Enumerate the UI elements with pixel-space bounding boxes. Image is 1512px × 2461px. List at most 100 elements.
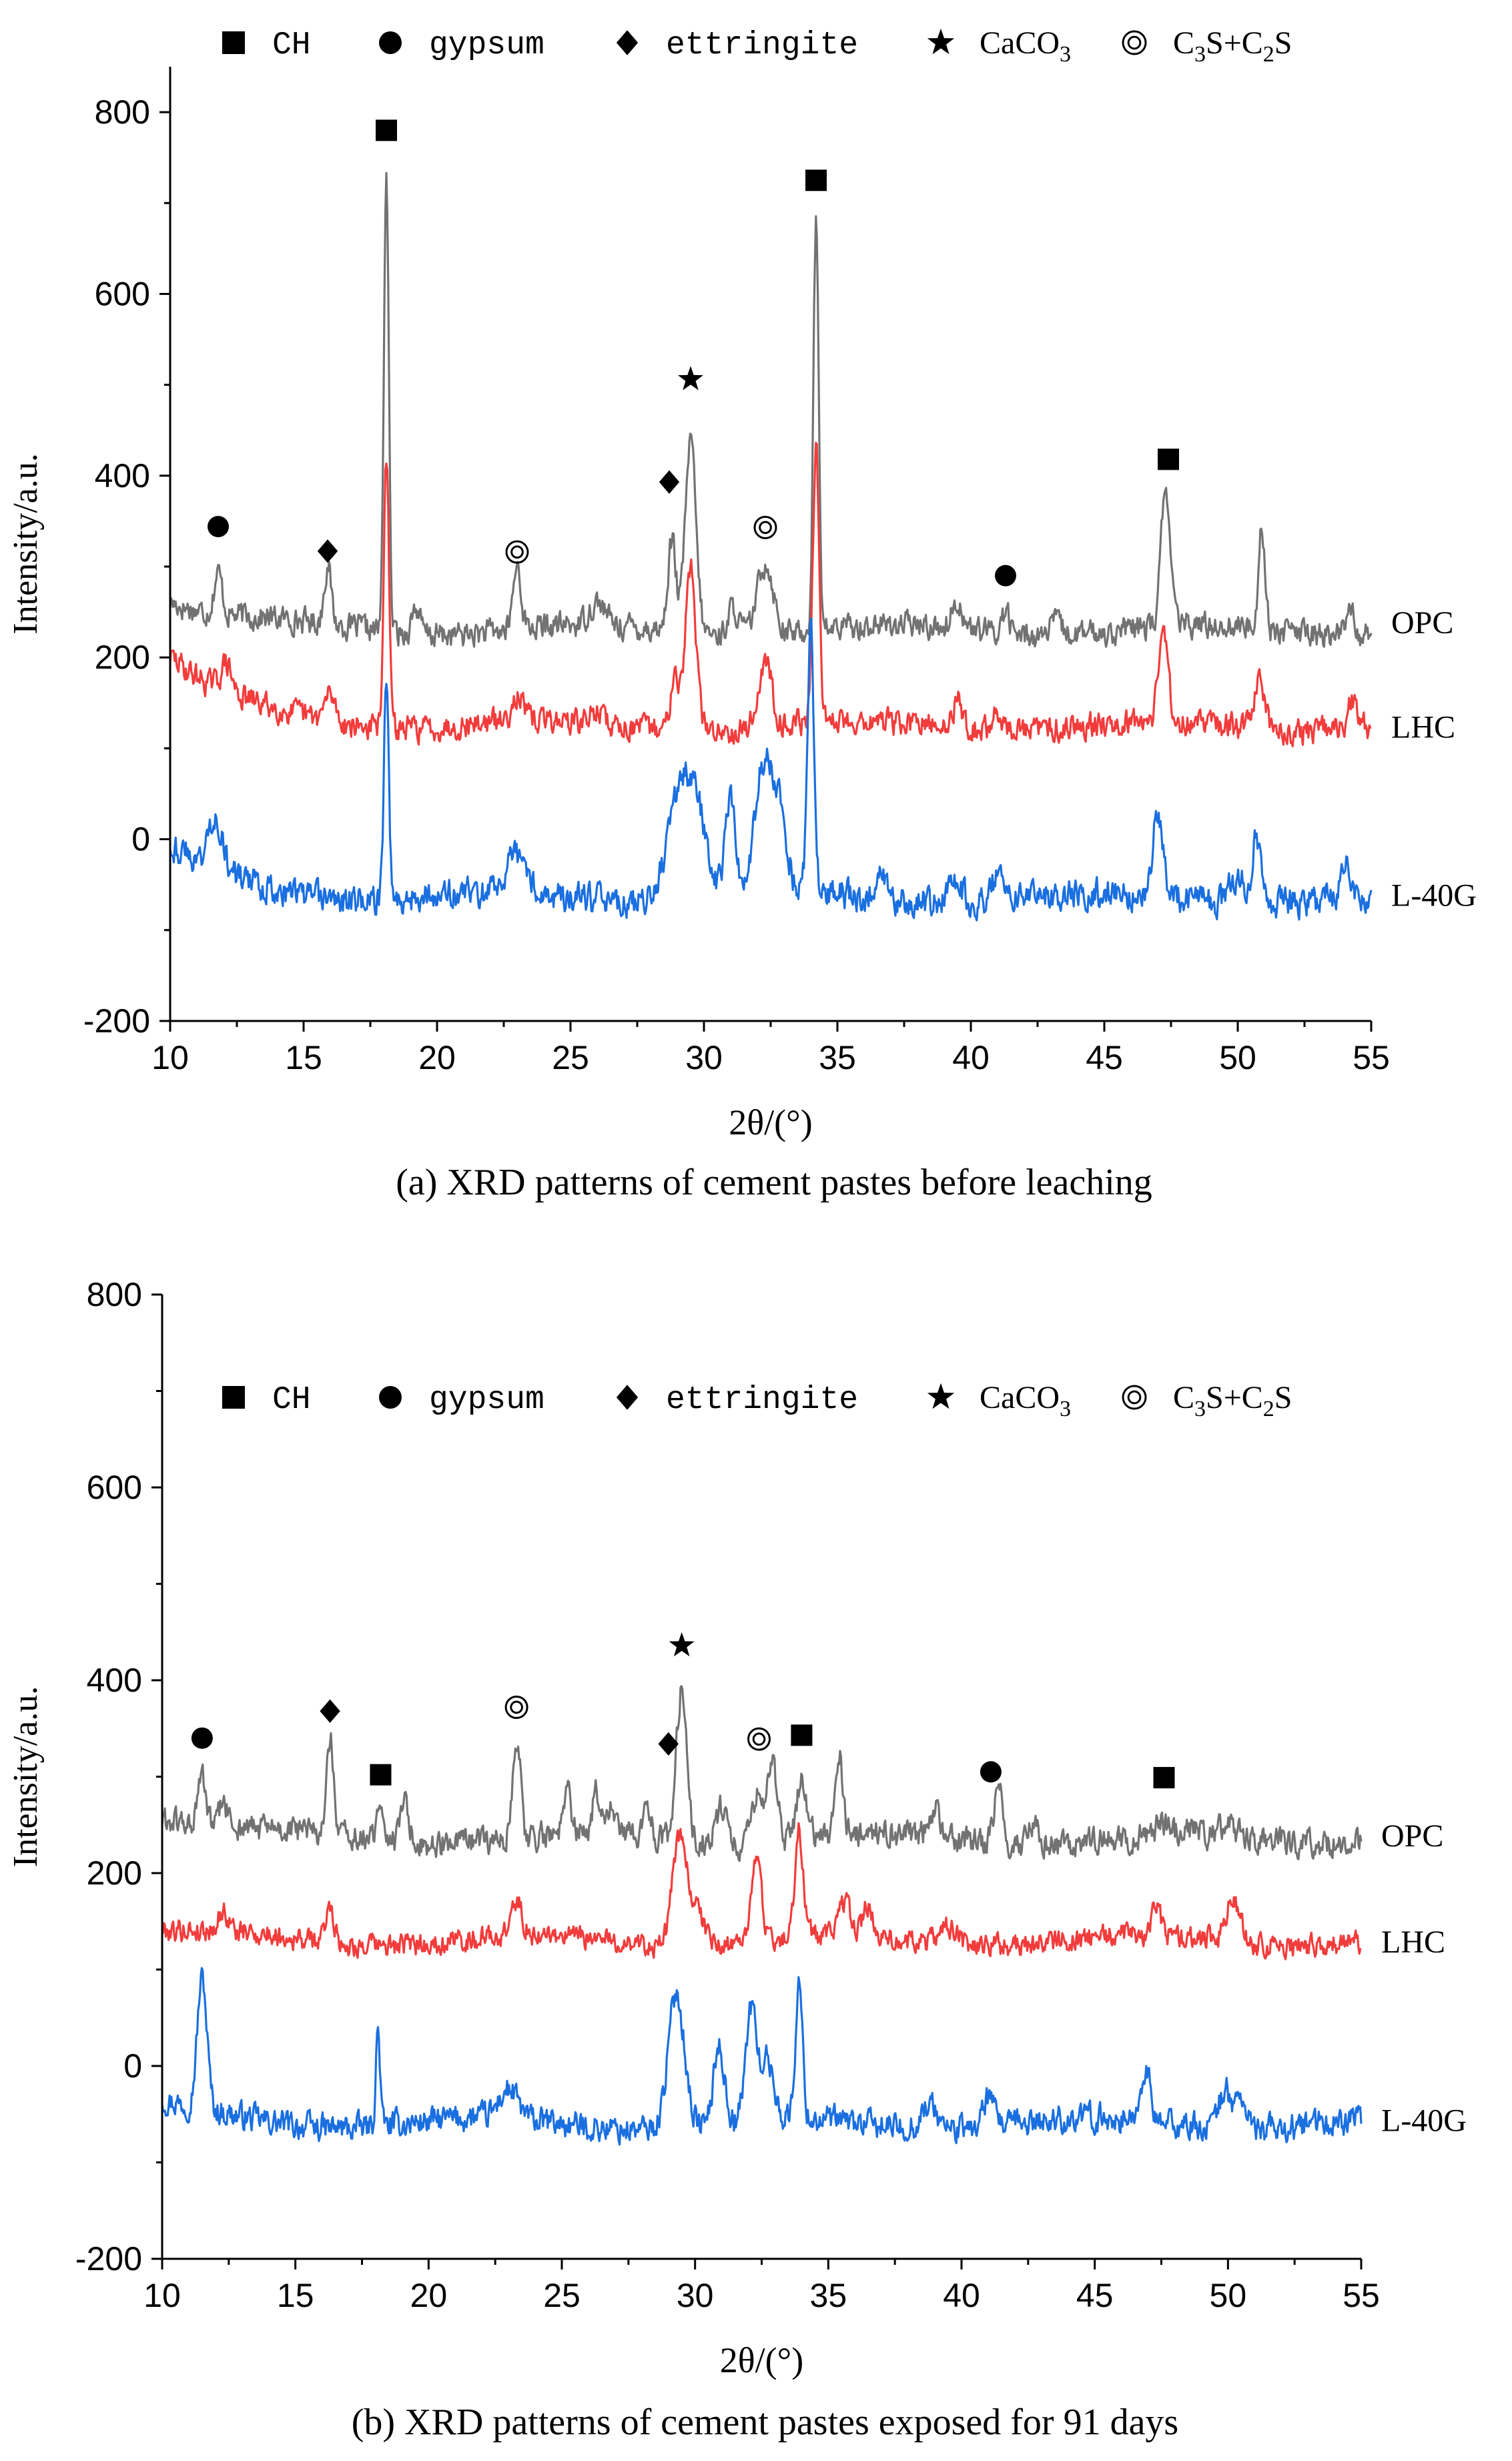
y-tick-label: -200 xyxy=(83,1002,150,1040)
y-axis-title: Intensity/a.u. xyxy=(7,1686,45,1868)
peak-marker-circle xyxy=(191,1727,213,1749)
x-tick-label: 55 xyxy=(1353,1039,1390,1076)
x-tick-label: 45 xyxy=(1076,2277,1114,2314)
x-tick-label: 35 xyxy=(819,1039,856,1076)
peak-marker-square xyxy=(370,1764,392,1786)
x-axis-title: 2θ/(°) xyxy=(729,1102,812,1142)
legend-item-square: CH xyxy=(222,1382,311,1418)
legend-item-double-circle: C3S+C2S xyxy=(1122,1380,1292,1421)
series-line-lhc xyxy=(161,1822,1362,1961)
series-label-lhc: LHC xyxy=(1391,709,1455,745)
series-label-opc: OPC xyxy=(1381,1818,1443,1854)
legend-item-diamond: ettringite xyxy=(616,1382,858,1418)
panel-b-chart: OPC LHC L-40G 10 15 20 25 30 35 40 45 50 55 -200 0 200 4… xyxy=(7,1276,1467,2443)
x-tick-label: 20 xyxy=(418,1039,456,1076)
legend-item-star: CaCO3 xyxy=(927,25,1071,67)
x-tick-label: 15 xyxy=(277,2277,314,2314)
y-tick-label: 600 xyxy=(87,1469,142,1506)
legend-item-double-circle: C3S+C2S xyxy=(1122,25,1292,67)
legend-marker-circle xyxy=(379,1386,402,1409)
x-tick-label: 30 xyxy=(685,1039,723,1076)
y-axis-title: Intensity/a.u. xyxy=(7,453,45,635)
legend-label: CaCO3 xyxy=(980,1380,1071,1421)
legend-item-star: CaCO3 xyxy=(927,1380,1071,1421)
legend-marker-star xyxy=(927,1383,955,1409)
legend-label: gypsum xyxy=(429,27,544,63)
peak-marker-double-circle xyxy=(753,515,777,539)
peak-marker-star xyxy=(678,366,703,390)
legend-label: gypsum xyxy=(429,1382,544,1418)
y-tick-label: 200 xyxy=(87,1854,142,1892)
figure-caption: (b) XRD patterns of cement pastes expose… xyxy=(352,2402,1178,2443)
y-tick-label: 600 xyxy=(95,275,150,312)
series-line-opc xyxy=(161,1685,1363,1862)
legend-label: CH xyxy=(272,27,311,63)
series-line-lhc xyxy=(169,441,1372,747)
series-label-l-40g: L-40G xyxy=(1391,877,1477,913)
x-tick-label: 40 xyxy=(943,2277,980,2314)
peak-marker-circle xyxy=(995,565,1016,587)
legend-item-circle: gypsum xyxy=(379,1382,544,1418)
x-tick-label: 50 xyxy=(1210,2277,1247,2314)
y-tick-label: 800 xyxy=(95,93,150,131)
series-line-l-40g xyxy=(169,617,1373,922)
x-tick-label: 15 xyxy=(285,1039,322,1076)
x-tick-label: 10 xyxy=(143,2277,181,2314)
x-tick-label: 10 xyxy=(151,1039,189,1076)
y-tick-label: 400 xyxy=(95,457,150,494)
x-axis-title: 2θ/(°) xyxy=(720,2340,803,2380)
peak-marker-double-circle xyxy=(747,1727,771,1751)
legend-label: CaCO3 xyxy=(980,25,1071,67)
peak-marker-double-circle xyxy=(504,1695,528,1719)
x-tick-label: 25 xyxy=(552,1039,589,1076)
peak-marker-circle xyxy=(980,1761,1002,1783)
series-label-opc: OPC xyxy=(1391,605,1453,641)
peak-marker-diamond xyxy=(317,539,338,563)
legend-marker-star xyxy=(927,28,955,55)
peak-marker-diamond xyxy=(658,1732,679,1756)
peak-marker-square xyxy=(791,1724,813,1746)
y-tick-label: 0 xyxy=(131,821,150,858)
marker-legend: CH gypsum ettringite CaCO3 C3S+C2S xyxy=(222,25,1292,67)
x-tick-label: 40 xyxy=(952,1039,990,1076)
panel-a-chart: OPC LHC L-40G 10 15 20 25 30 35 40 45 50 55 -200 0 200 4… xyxy=(7,25,1477,1203)
legend-item-circle: gypsum xyxy=(379,27,544,63)
y-tick-label: 0 xyxy=(123,2047,142,2085)
peak-marker-circle xyxy=(208,516,229,538)
legend-marker-square xyxy=(222,1386,245,1409)
y-tick-label: 200 xyxy=(95,639,150,676)
legend-item-diamond: ettringite xyxy=(616,27,858,63)
legend-label: C3S+C2S xyxy=(1173,25,1292,67)
x-tick-label: 45 xyxy=(1086,1039,1123,1076)
legend-marker-diamond xyxy=(616,1385,639,1410)
legend-marker-square xyxy=(222,31,245,54)
peak-marker-square xyxy=(376,119,397,141)
x-tick-label: 25 xyxy=(543,2277,581,2314)
peak-marker-star xyxy=(669,1632,695,1657)
legend-label: ettringite xyxy=(666,27,858,63)
peak-marker-diamond xyxy=(659,470,680,494)
x-tick-label: 20 xyxy=(410,2277,448,2314)
legend-marker-circle xyxy=(379,31,402,54)
x-tick-label: 50 xyxy=(1219,1039,1256,1076)
figure-caption: (a) XRD patterns of cement pastes before… xyxy=(396,1162,1152,1203)
peak-marker-square xyxy=(805,169,827,192)
x-tick-label: 55 xyxy=(1343,2277,1380,2314)
legend-label: C3S+C2S xyxy=(1173,1380,1292,1421)
legend-marker-diamond xyxy=(616,30,639,55)
legend-label: ettringite xyxy=(666,1382,858,1418)
y-tick-label: -200 xyxy=(75,2240,142,2277)
legend-item-square: CH xyxy=(222,27,311,63)
y-tick-label: 400 xyxy=(87,1662,142,1699)
peak-marker-double-circle xyxy=(505,540,529,564)
series-line-opc xyxy=(169,171,1373,648)
peak-marker-diamond xyxy=(320,1699,340,1723)
y-tick-label: 800 xyxy=(87,1276,142,1313)
series-label-l-40g: L-40G xyxy=(1381,2103,1467,2138)
series-line-l-40g xyxy=(161,1967,1363,2146)
marker-legend: CH gypsum ettringite CaCO3 C3S+C2S xyxy=(222,1380,1292,1421)
series-label-lhc: LHC xyxy=(1381,1924,1445,1960)
x-tick-label: 30 xyxy=(677,2277,714,2314)
